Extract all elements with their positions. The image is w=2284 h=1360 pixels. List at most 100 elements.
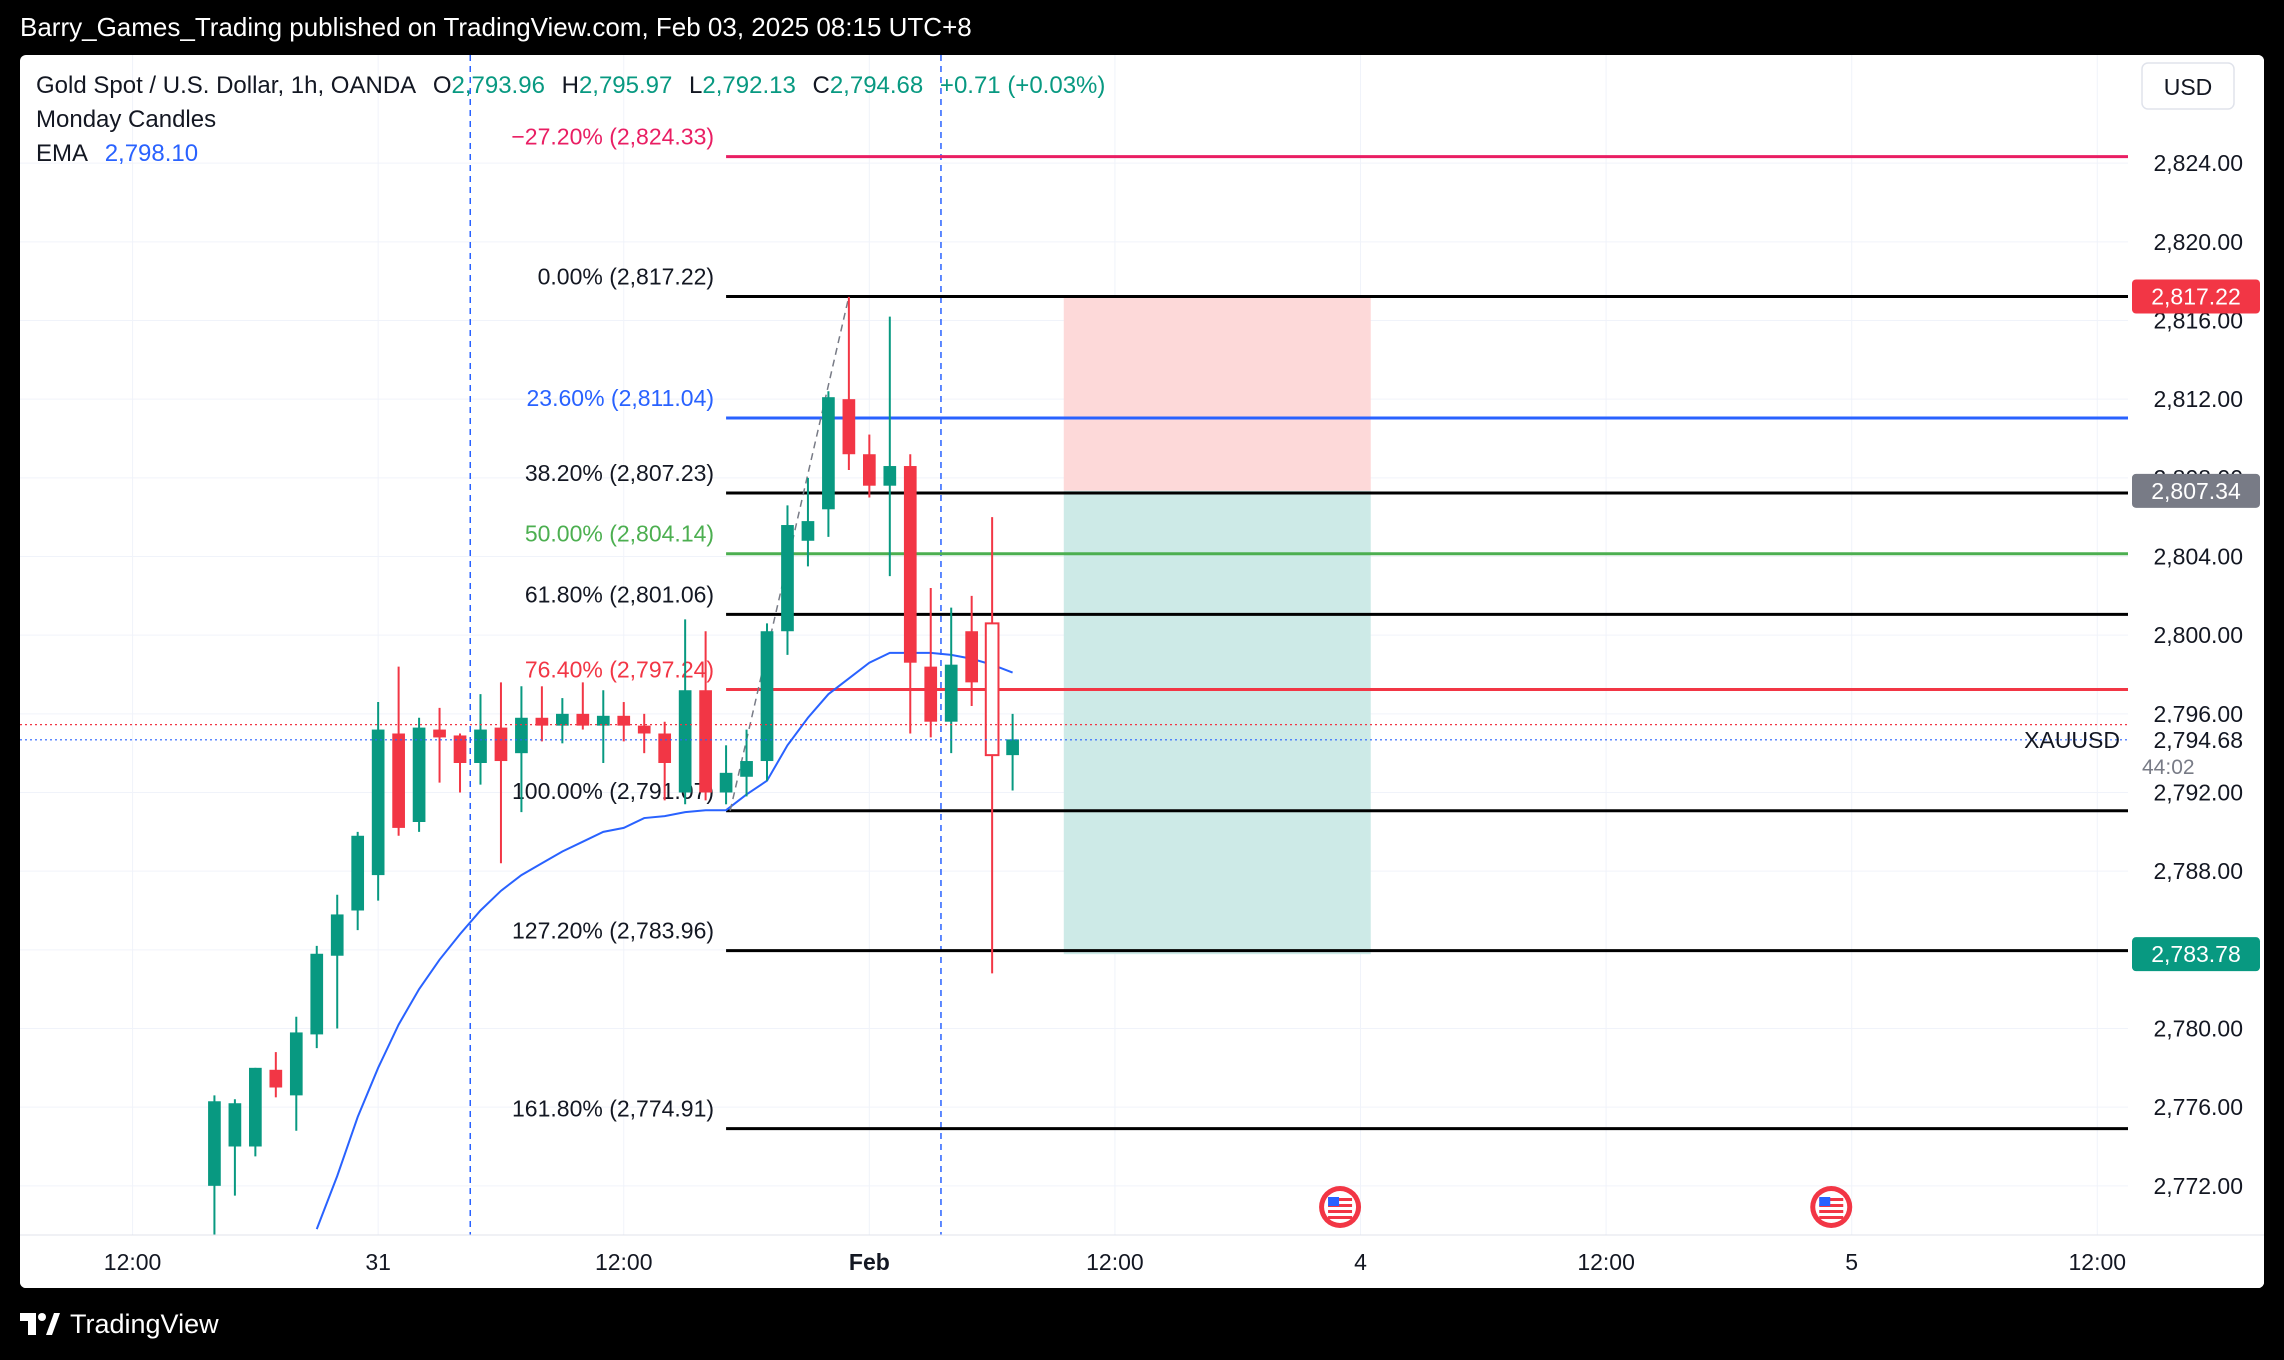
candle-body [269,1069,283,1088]
tradingview-logo-icon [20,1313,60,1335]
fib-level-label: 161.80% (2,774.91) [512,1096,714,1122]
fib-level-label: −27.20% (2,824.33) [511,124,714,150]
time-tick-label: 12:00 [1577,1249,1635,1275]
candle-body [719,772,733,793]
price-tick-label: 2,780.00 [2153,1016,2243,1042]
legend-open-label: O [432,72,452,99]
candle-body [924,666,938,722]
price-tick-label: 2,792.00 [2153,780,2243,806]
candle-body [310,953,324,1035]
chart-legend: Gold Spot / U.S. Dollar, 1h, OANDA O2,79… [36,69,1105,171]
time-tick-label: 4 [1354,1249,1367,1275]
us-flag-stripe [1328,1198,1353,1201]
last-price-badge [2132,722,2260,783]
event-markers [1319,1186,1853,1228]
legend-high-label: H [561,72,579,99]
legend-indicator-monday[interactable]: Monday Candles [36,103,1105,137]
time-axis: 12:00 31 12:00 Feb 12:00 4 12:00 5 12:00 [20,1234,2264,1288]
fib-level-label: 38.20% (2,807.23) [525,460,714,486]
candle-body [289,1032,303,1096]
legend-high-value: 2,795.97 [578,72,673,99]
price-tick-label: 2,776.00 [2153,1094,2243,1120]
price-tick-label: 2,820.00 [2153,229,2243,255]
candle-body [412,727,426,822]
bar-countdown: 44:02 [2142,756,2195,779]
fib-level-label: 50.00% (2,804.14) [525,521,714,547]
symbol-tag: XAUUSD [2024,727,2120,753]
legend-symbol[interactable]: Gold Spot / U.S. Dollar, 1h, OANDA [36,72,417,99]
time-tick-label: 12:00 [2069,1249,2127,1275]
candle-body [965,631,979,683]
us-flag-stripe [1819,1204,1844,1207]
candle-body [944,664,958,722]
price-lines [20,724,2128,741]
position-zones [1063,296,1371,955]
candle-body [760,631,774,762]
candle-body [699,690,712,793]
price-tick-label: 2,804.00 [2153,544,2243,570]
legend-close-value: 2,794.68 [829,72,924,99]
price-tick-label: 2,788.00 [2153,858,2243,884]
candles [208,296,1019,1265]
price-badge [2132,473,2260,508]
candle-body [351,835,365,911]
legend-ohlc-row: Gold Spot / U.S. Dollar, 1h, OANDA O2,79… [36,69,1105,103]
us-flag-stripe [1819,1198,1844,1201]
us-flag-canton [1819,1197,1831,1206]
candle-body [903,466,917,663]
candle-body [249,1067,262,1147]
legend-ema-value: 2,798.10 [104,140,199,167]
candle-body [208,1101,221,1186]
candle-body [781,525,794,632]
us-flag-stripe [1328,1204,1353,1207]
time-tick-label: 5 [1845,1249,1858,1275]
candle-body [658,733,672,763]
footer-bar: TradingView [0,1288,2284,1360]
price-tick-label: 2,824.00 [2153,150,2243,176]
candle-body [433,729,446,738]
candle-body [556,713,569,726]
candle-body [984,622,1000,757]
candle-body [474,729,487,763]
us-flag-stripe [1328,1216,1353,1219]
session-lines [469,55,942,1235]
ema-polyline [315,651,1013,1230]
fib-levels: −27.20% (2,824.33) 0.00% (2,817.22) 23.60%… [511,124,2128,1131]
candle-body [494,727,508,762]
candle-body [617,715,631,726]
currency-button[interactable] [2141,62,2235,110]
candle-body [883,466,897,486]
chart-frame[interactable]: Gold Spot / U.S. Dollar, 1h, OANDA O2,79… [20,55,2264,1288]
candle-body [842,399,856,455]
time-tick-label: 12:00 [595,1249,653,1275]
price-tick-label: 2,812.00 [2153,386,2243,412]
legend-change: +0.71 (+0.03%) [939,72,1106,99]
fib-level-label: 61.80% (2,801.06) [525,581,714,607]
price-badge [2132,279,2260,314]
zigzag-dashed-line [729,296,850,811]
legend-open-value: 2,793.96 [451,72,545,99]
last-price-label: 2,794.68 [2153,727,2243,753]
us-flag-canton [1328,1197,1340,1206]
price-chart[interactable]: −27.20% (2,824.33) 0.00% (2,817.22) 23.60%… [20,55,2264,1288]
candle-body [801,521,815,541]
publisher-text: Barry_Games_Trading published on Trading… [20,12,972,42]
legend-low-value: 2,792.13 [702,72,796,99]
stop-loss-zone [1063,296,1371,491]
price-badge-label: 2,817.22 [2151,284,2241,310]
fib-level-label: 23.60% (2,811.04) [527,385,715,411]
fib-level-label: 76.40% (2,797.24) [525,656,714,682]
legend-indicator-ema[interactable]: EMA 2,798.10 [36,137,1105,171]
time-tick-label: Feb [849,1249,890,1275]
candle-body [637,725,651,734]
candle-body [535,717,549,726]
legend-low-label: L [689,72,703,99]
tradingview-logo[interactable]: TradingView [20,1309,219,1340]
candle-body [822,397,835,510]
us-flag-stripe [1819,1210,1844,1213]
time-tick-label: 31 [365,1249,391,1275]
candle-body [862,454,876,486]
candle-body [1006,739,1019,756]
candle-body [228,1103,242,1147]
legend-ema-label: EMA [36,140,89,167]
